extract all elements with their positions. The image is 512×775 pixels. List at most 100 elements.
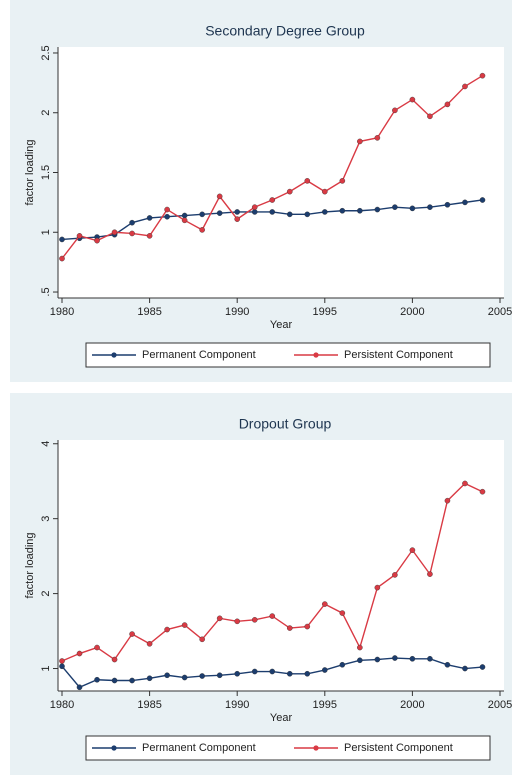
point [216,193,223,200]
point [479,488,486,495]
point [321,667,328,673]
legend-box [85,342,491,368]
point [129,230,135,237]
legend-marker [313,352,319,358]
point [304,211,311,218]
legend-label: Permanent Component [142,349,256,361]
point [269,668,276,675]
point [304,670,311,677]
legend-label: Persistent Component [344,742,453,754]
point [216,210,223,216]
point [234,670,240,677]
point [444,101,451,108]
point [111,229,118,236]
point [129,677,135,684]
plot-area [58,47,504,298]
point [392,572,398,578]
point [321,209,328,215]
x-tick-label: 1990 [225,306,249,318]
point [409,655,416,662]
point [357,657,363,664]
point [444,497,451,504]
point [146,215,153,221]
point [181,217,188,224]
point [94,644,100,651]
point [251,617,258,623]
x-tick-label: 2005 [488,699,512,711]
point [339,207,346,214]
x-axis-label: Year [270,319,293,331]
x-tick-label: 1980 [50,699,74,711]
point [462,199,468,206]
x-tick-label: 1985 [137,306,161,318]
point [76,233,83,239]
point [392,204,398,210]
point [304,178,311,184]
point [199,227,205,233]
point [181,622,188,628]
point [321,188,328,195]
point [392,655,398,661]
point [251,209,258,215]
point [462,480,468,487]
point [59,255,65,262]
point [409,205,416,212]
point [462,665,468,672]
point [286,188,293,195]
point [251,668,258,675]
point [269,197,276,203]
y-tick-label: 1 [40,665,52,671]
point [339,610,346,616]
y-tick-label: 1.5 [40,165,52,180]
point [76,684,83,691]
point [374,206,381,213]
point [479,664,486,670]
point [164,213,170,220]
point [427,204,433,210]
point [392,107,398,114]
point [164,672,170,679]
y-tick-label: 3 [40,516,52,522]
point [374,656,381,663]
point [59,658,65,664]
point [409,96,416,103]
legend-box [85,735,491,761]
point [146,675,153,682]
point [181,212,188,219]
point [76,650,83,657]
point [321,601,328,607]
point [94,676,100,683]
point [216,672,223,679]
point [427,113,433,120]
legend-label: Permanent Component [142,742,256,754]
point [251,204,258,210]
legend-marker [111,352,117,358]
x-tick-label: 2000 [400,699,424,711]
point [357,138,363,145]
x-tick-label: 1995 [313,306,337,318]
point [269,209,276,215]
y-tick-label: 2 [40,110,52,116]
point [374,584,381,591]
y-tick-label: 1 [40,229,52,235]
x-tick-label: 1990 [225,699,249,711]
y-tick-label: .5 [40,287,52,296]
point [444,201,451,208]
y-axis-label: factor loading [24,139,36,205]
point [234,618,240,625]
point [339,661,346,668]
point [216,615,223,622]
point [199,636,205,643]
point [286,211,293,218]
point [427,655,433,662]
point [181,674,188,681]
point [357,207,363,214]
point [427,571,433,577]
y-tick-label: 4 [40,441,52,447]
point [164,626,170,633]
point [479,197,486,203]
point [444,661,451,668]
point [129,631,135,637]
